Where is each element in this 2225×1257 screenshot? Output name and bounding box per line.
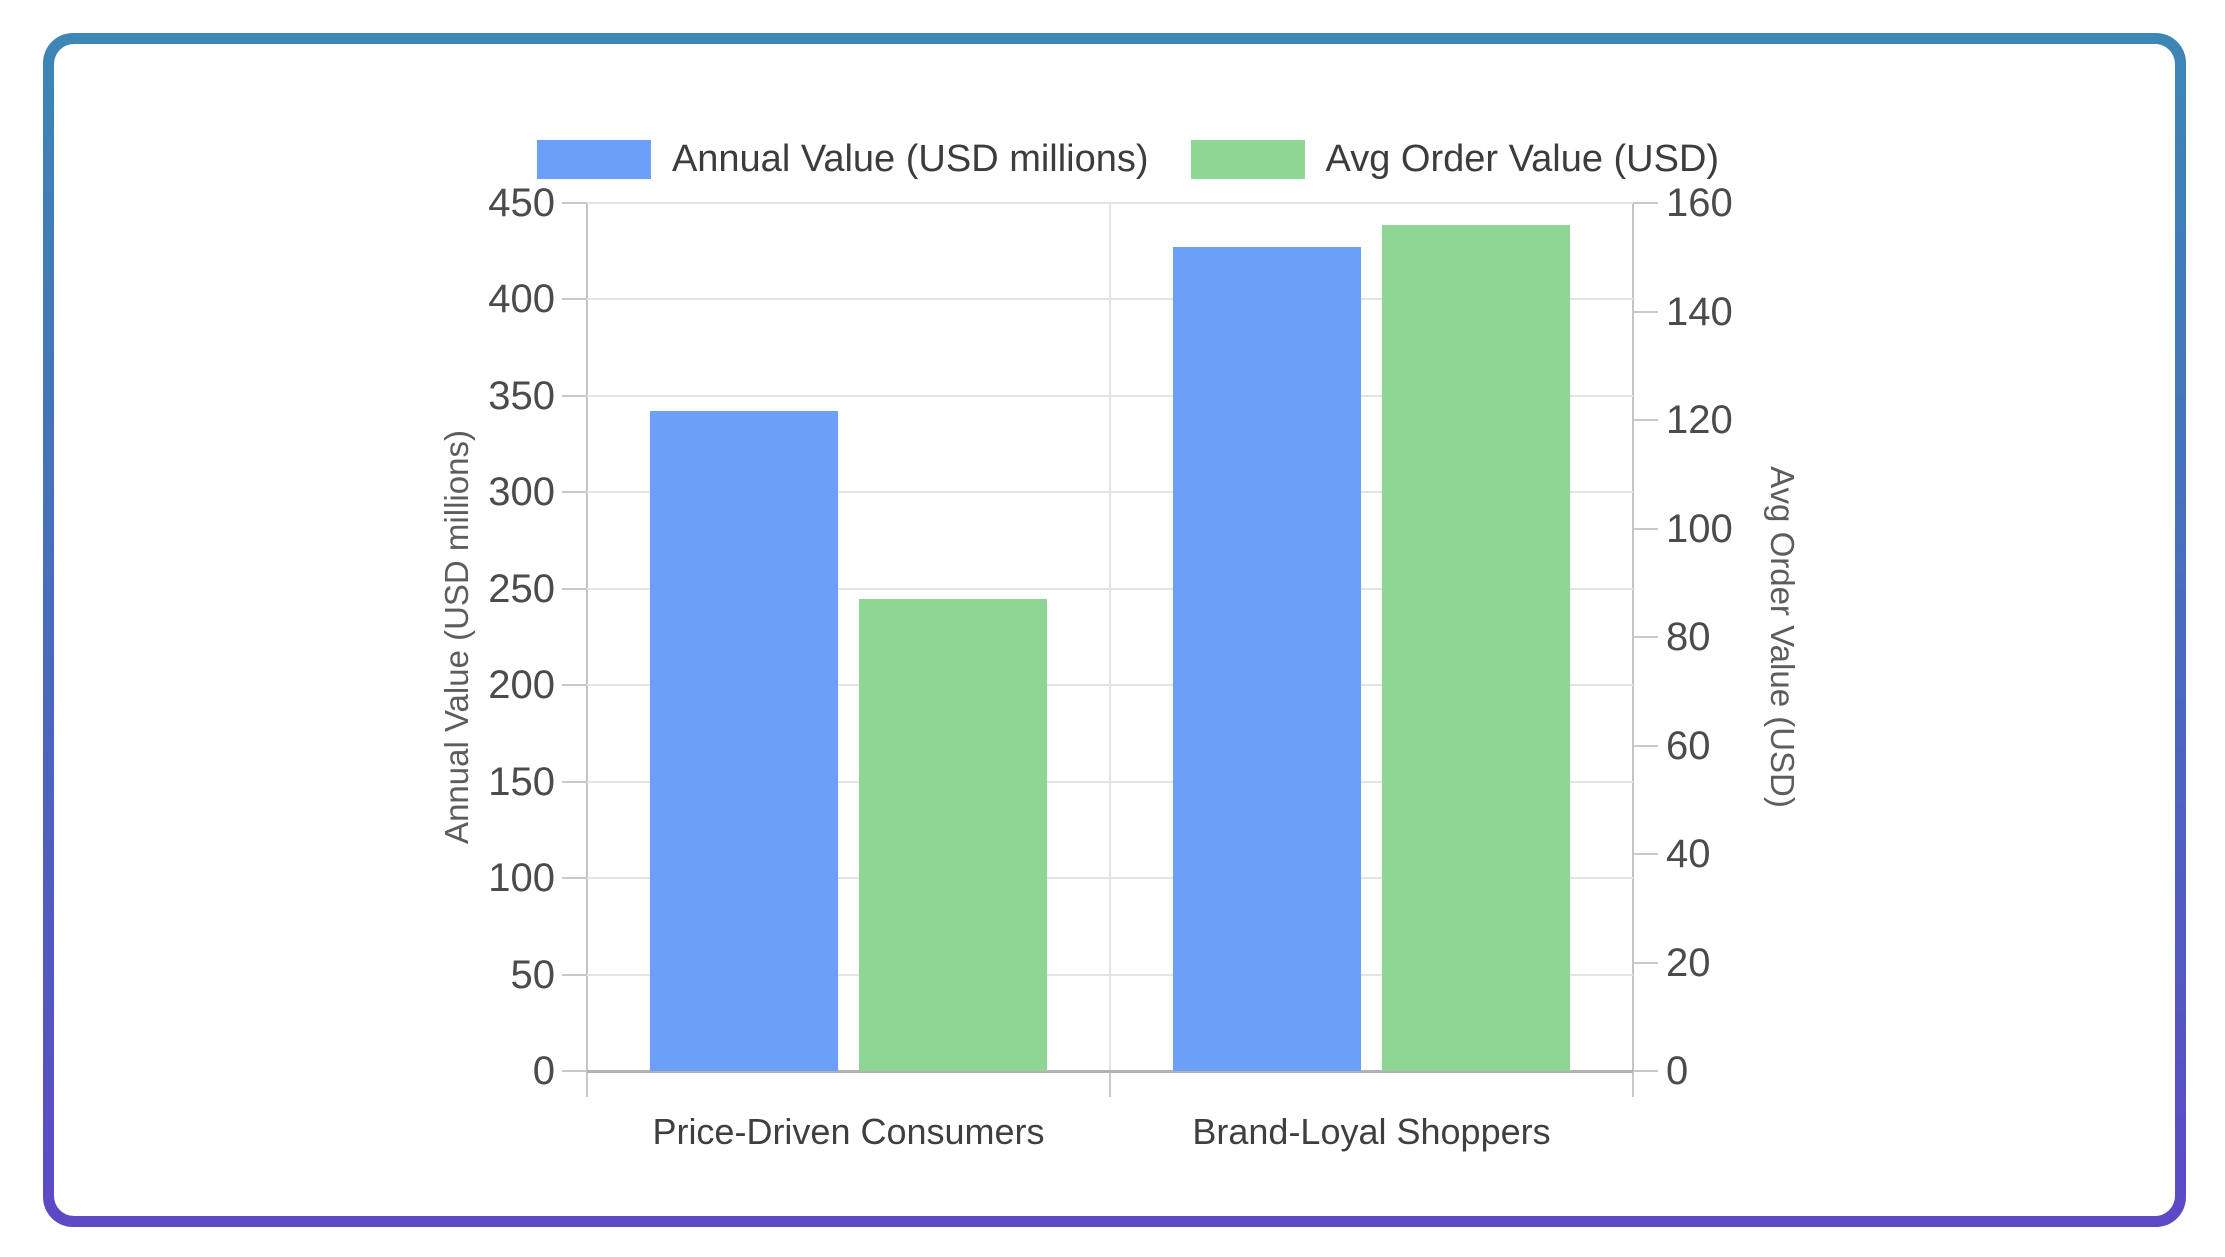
bar-brand-loyal-shoppers-annual-value[interactable] — [1172, 247, 1362, 1071]
bar-price-driven-consumers-avg-order-value[interactable] — [858, 599, 1048, 1071]
legend-label: Avg Order Value (USD) — [1325, 137, 1720, 180]
right-tick-mark — [1633, 310, 1658, 313]
gridline — [587, 684, 1633, 687]
right-tick-label: 80 — [1666, 615, 1711, 659]
chart-card — [54, 44, 2175, 1216]
category-label: Price-Driven Consumers — [652, 1111, 1045, 1152]
gridline — [587, 780, 1633, 783]
right-tick-label: 60 — [1666, 723, 1711, 768]
bar-price-driven-consumers-annual-value[interactable] — [649, 411, 839, 1071]
left-tick-label: 400 — [488, 277, 555, 322]
gradient-border-frame — [43, 33, 2186, 1227]
x-axis-tick — [1632, 1071, 1634, 1097]
right-tick-label: 0 — [1666, 1049, 1689, 1093]
right-tick-label: 160 — [1666, 181, 1733, 225]
right-tick-mark — [1633, 853, 1658, 855]
legend-swatch-blue-icon — [536, 139, 651, 179]
category-separator-gridline — [1109, 203, 1111, 1071]
gridline — [587, 394, 1633, 397]
left-tick-mark — [562, 491, 587, 494]
legend-swatch-green-icon — [1190, 139, 1305, 179]
right-tick-label: 100 — [1666, 506, 1733, 551]
right-tick-label: 40 — [1666, 832, 1711, 876]
gridline — [587, 202, 1633, 204]
gridline — [587, 1069, 1633, 1073]
legend-item-avg-order-value[interactable]: Avg Order Value (USD) — [1190, 137, 1720, 181]
left-tick-mark — [562, 877, 587, 880]
gridline — [587, 973, 1633, 976]
left-tick-label: 200 — [488, 663, 555, 708]
left-tick-label: 250 — [488, 566, 555, 611]
right-tick-mark — [1633, 1070, 1658, 1072]
right-tick-label: 20 — [1666, 940, 1711, 985]
left-tick-mark — [562, 587, 587, 590]
left-tick-label: 450 — [488, 181, 555, 225]
bar-brand-loyal-shoppers-avg-order-value[interactable] — [1381, 224, 1571, 1071]
category-label: Brand-Loyal Shoppers — [1192, 1111, 1551, 1152]
left-tick-label: 150 — [488, 759, 555, 804]
gridline — [587, 877, 1633, 880]
left-tick-mark — [562, 394, 587, 397]
left-tick-mark — [562, 780, 587, 783]
right-tick-mark — [1633, 961, 1658, 964]
right-tick-mark — [1633, 636, 1658, 638]
gridline — [587, 587, 1633, 590]
left-tick-mark — [562, 202, 587, 204]
right-tick-mark — [1633, 419, 1658, 421]
right-tick-mark — [1633, 527, 1658, 530]
left-tick-label: 300 — [488, 470, 555, 515]
chart-legend: Annual Value (USD millions) Avg Order Va… — [536, 137, 1720, 181]
x-axis-tick — [586, 1071, 588, 1097]
left-tick-mark — [562, 973, 587, 976]
right-tick-mark — [1633, 202, 1658, 204]
legend-label: Annual Value (USD millions) — [671, 137, 1149, 180]
left-tick-label: 0 — [532, 1049, 555, 1093]
gridline — [587, 298, 1633, 301]
left-tick-label: 350 — [488, 373, 555, 418]
right-tick-mark — [1633, 744, 1658, 747]
right-tick-label: 120 — [1666, 398, 1733, 442]
left-tick-label: 100 — [488, 856, 555, 901]
right-tick-label: 140 — [1666, 289, 1733, 334]
left-tick-mark — [562, 684, 587, 687]
left-axis-line — [586, 203, 588, 1071]
left-tick-label: 50 — [510, 952, 556, 997]
left-tick-mark — [562, 1070, 587, 1072]
legend-item-annual-value[interactable]: Annual Value (USD millions) — [536, 137, 1149, 181]
gridline — [587, 491, 1633, 494]
x-axis-tick — [1109, 1071, 1111, 1097]
left-tick-mark — [562, 298, 587, 301]
